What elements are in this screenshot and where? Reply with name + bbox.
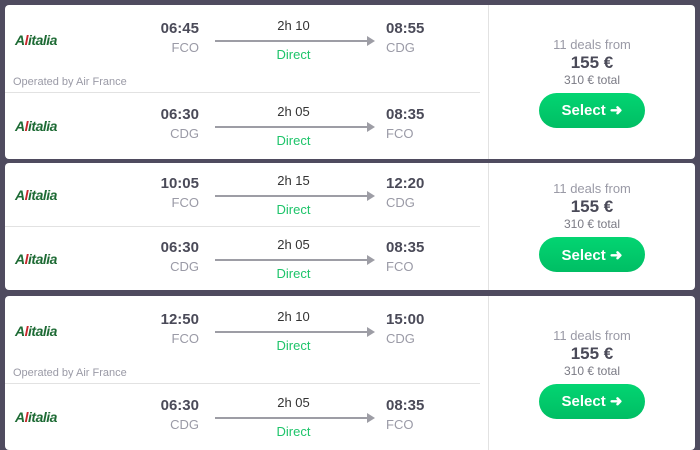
select-button[interactable]: Select ➜ [539, 383, 645, 419]
duration: 2h 05 [277, 236, 310, 252]
select-button[interactable]: Select ➜ [539, 237, 645, 272]
duration: 2h 15 [277, 172, 310, 188]
price-panel: 11 deals from 155 € 310 € total Select ➜ [488, 296, 695, 450]
arrow-right-icon [215, 254, 375, 265]
result-card: Alitalia 06:45 FCO 2h 10 Direct 08:55 CDG O… [5, 5, 695, 159]
departure-airport: FCO [171, 40, 199, 55]
arrow-right-icon [215, 413, 375, 423]
price-panel: 11 deals from 155 € 310 € total Select ➜ [488, 5, 695, 159]
arrival-airport: CDG [386, 40, 415, 55]
result-card: Alitalia 10:05 FCO 2h 15 Direct 12:20 CDG A… [5, 163, 695, 290]
arrival-airport: FCO [386, 258, 414, 274]
flight-leg: Alitalia 06:30 CDG 2h 05 Direct 08:35 FCO [5, 93, 488, 159]
airline-logo: Alitalia [15, 118, 57, 134]
operated-by: Operated by Air France [5, 366, 480, 384]
duration: 2h 10 [277, 309, 310, 324]
arrival: 08:35 FCO [386, 106, 446, 141]
flight-leg: Alitalia 06:45 FCO 2h 10 Direct 08:55 CDG [5, 5, 488, 75]
arrival-time: 08:35 [386, 106, 425, 123]
arrival: 15:00 CDG [386, 311, 446, 346]
price: 155 € [570, 52, 614, 72]
airline-logo: Alitalia [15, 409, 57, 425]
airline-logo: Alitalia [15, 250, 57, 267]
departure: 12:50 FCO [139, 311, 199, 346]
arrival-airport: CDG [386, 194, 415, 210]
arrival: 08:55 CDG [386, 20, 446, 55]
arrow-right-icon [215, 36, 375, 46]
departure-time: 06:30 [160, 238, 199, 256]
duration: 2h 05 [277, 395, 310, 410]
airline-logo: Alitalia [15, 323, 57, 339]
departure-airport: CDG [170, 258, 199, 274]
stops: Direct [276, 265, 311, 281]
select-button[interactable]: Select ➜ [539, 92, 645, 128]
price-panel: 11 deals from 155 € 310 € total Select ➜ [488, 163, 695, 290]
departure-airport: CDG [170, 417, 199, 432]
departure: 06:30 CDG [139, 239, 199, 274]
arrival: 08:35 FCO [386, 397, 446, 432]
legs: Alitalia 12:50 FCO 2h 10 Direct 15:00 CDG O… [5, 296, 488, 450]
departure: 06:30 CDG [139, 106, 199, 141]
price: 155 € [570, 343, 614, 363]
total-price: 310 € total [563, 363, 621, 378]
departure-time: 06:30 [160, 106, 199, 123]
arrival-time: 08:35 [386, 397, 425, 414]
departure-time: 06:30 [160, 397, 199, 414]
departure-airport: CDG [170, 126, 199, 141]
price: 155 € [570, 197, 614, 216]
arrival-time: 12:20 [386, 174, 425, 192]
arrival: 08:35 FCO [386, 239, 446, 274]
arrival-time: 08:55 [386, 20, 425, 37]
departure: 10:05 FCO [139, 175, 199, 210]
arrival-time: 15:00 [386, 311, 425, 328]
departure-airport: FCO [171, 331, 199, 346]
flight-leg: Alitalia 06:30 CDG 2h 05 Direct 08:35 FCO [5, 227, 488, 290]
flight-leg: Alitalia 12:50 FCO 2h 10 Direct 15:00 CDG [5, 296, 488, 366]
departure: 06:45 FCO [139, 20, 199, 55]
airline-logo: Alitalia [15, 186, 57, 203]
arrival-airport: FCO [386, 126, 414, 141]
arrival-airport: FCO [386, 417, 414, 432]
departure-time: 12:50 [160, 311, 199, 328]
total-price: 310 € total [563, 72, 621, 87]
stops: Direct [276, 47, 311, 62]
arrow-right-icon [215, 190, 375, 201]
stops: Direct [276, 133, 311, 148]
legs: Alitalia 10:05 FCO 2h 15 Direct 12:20 CDG A… [5, 163, 488, 290]
arrival-airport: CDG [386, 331, 415, 346]
deals-count: 11 deals from [553, 181, 631, 196]
divider [5, 226, 480, 227]
deals-count: 11 deals from [553, 327, 631, 343]
arrival: 12:20 CDG [386, 175, 446, 210]
total-price: 310 € total [563, 217, 621, 231]
departure-airport: FCO [171, 194, 199, 210]
arrival-time: 08:35 [386, 238, 425, 256]
stops: Direct [276, 201, 311, 217]
arrow-right-icon [215, 327, 375, 337]
arrow-right-icon [215, 122, 375, 132]
duration: 2h 10 [277, 18, 310, 33]
departure: 06:30 CDG [139, 397, 199, 432]
result-card: Alitalia 12:50 FCO 2h 10 Direct 15:00 CDG O… [5, 296, 695, 450]
departure-time: 10:05 [160, 174, 199, 192]
stops: Direct [276, 338, 311, 353]
flight-leg: Alitalia 06:30 CDG 2h 05 Direct 08:35 FCO [5, 384, 488, 450]
duration: 2h 05 [277, 104, 310, 119]
deals-count: 11 deals from [553, 36, 631, 52]
stops: Direct [276, 424, 311, 439]
operated-by: Operated by Air France [5, 75, 480, 93]
legs: Alitalia 06:45 FCO 2h 10 Direct 08:55 CDG O… [5, 5, 488, 159]
airline-logo: Alitalia [15, 32, 57, 48]
flight-leg: Alitalia 10:05 FCO 2h 15 Direct 12:20 CDG [5, 163, 488, 226]
departure-time: 06:45 [160, 20, 199, 37]
